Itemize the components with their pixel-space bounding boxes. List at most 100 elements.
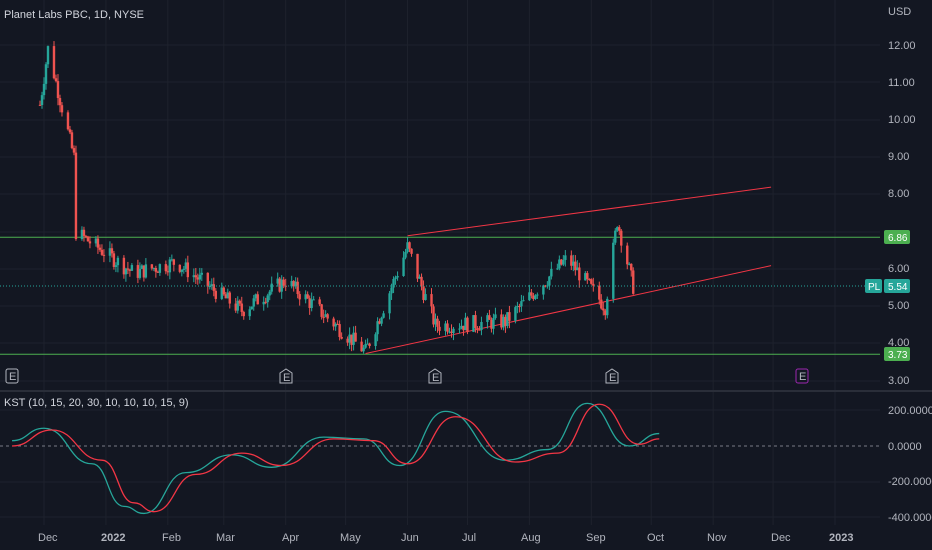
candle-body [70, 132, 74, 149]
candle-body [228, 292, 231, 304]
candle-body [282, 279, 285, 286]
level-badge-lower: 3.73 [884, 347, 910, 361]
level-badge-text: 6.86 [888, 233, 908, 244]
candle-body [234, 303, 237, 311]
earnings-marker[interactable]: E [279, 368, 293, 384]
candle-body [558, 259, 561, 269]
price-tick: 11.00 [888, 77, 915, 89]
candle-body [354, 332, 357, 342]
candle-body [86, 236, 90, 242]
candle-body [98, 247, 102, 250]
price-tick: 4.00 [888, 337, 909, 349]
candle-body [108, 248, 112, 256]
candle-body [336, 323, 339, 325]
candle-body [252, 298, 255, 307]
price-tick: 12.00 [888, 40, 916, 52]
candle-body [238, 300, 241, 304]
candle-body [396, 276, 399, 278]
candle-body [268, 291, 271, 296]
candle-body [156, 271, 160, 273]
earnings-marker[interactable]: E [5, 368, 19, 384]
candle-body [548, 276, 551, 286]
candle-body [54, 78, 58, 82]
candle-body [532, 295, 535, 299]
candle-body [348, 334, 351, 343]
channel-trendlines [365, 186, 772, 355]
candle-body [612, 242, 615, 299]
time-tick: Aug [521, 532, 541, 544]
candle-body [112, 253, 116, 267]
candle-body [626, 245, 629, 265]
candle-body [422, 286, 425, 300]
candle-body [444, 323, 447, 331]
candle-body [424, 294, 427, 300]
candle-body [208, 286, 211, 288]
candle-body [628, 263, 631, 265]
candle-body [434, 318, 437, 325]
candle-body [102, 254, 106, 256]
candle-body [500, 314, 503, 328]
candle-body [154, 267, 158, 272]
candle-body [292, 281, 295, 287]
price-axis-currency: USD [888, 6, 911, 18]
candle-body [72, 148, 76, 153]
candle-body [326, 314, 329, 319]
candle-body [290, 281, 293, 287]
candle-body [96, 238, 100, 248]
candle-body [534, 295, 537, 299]
price-axis[interactable]: USD 12.00 11.00 10.00 9.00 8.00 6.00 5.0… [888, 6, 916, 387]
candle-body [198, 274, 202, 280]
candle-body [114, 265, 118, 267]
candle-body [88, 241, 92, 244]
time-axis[interactable]: Dec 2022 Feb Mar Apr May Jun Jul Aug Sep… [38, 532, 853, 544]
time-tick: 2022 [101, 532, 125, 544]
candle-body [80, 229, 84, 240]
candle-body [46, 46, 50, 65]
earnings-marker[interactable]: E [605, 368, 619, 384]
candle-body [376, 321, 379, 335]
candle-body [480, 321, 483, 331]
candle-body [486, 315, 489, 322]
last-price-text: 5.54 [888, 282, 908, 293]
candle-body [380, 317, 383, 324]
candle-body [592, 283, 595, 286]
trendline[interactable] [407, 186, 772, 237]
candle-body [602, 308, 605, 311]
candle-body [360, 341, 363, 352]
earnings-marker-upcoming[interactable]: E [795, 368, 809, 384]
candle-body [404, 252, 407, 258]
earnings-marker-label: E [283, 372, 290, 384]
earnings-marker[interactable]: E [428, 368, 442, 384]
candle-body [600, 299, 603, 309]
last-price-badge: PL 5.54 [865, 279, 910, 293]
candle-body [346, 338, 349, 343]
indicator-axis[interactable]: 200.0000 0.0000 -200.0000 -400.0000 [888, 405, 932, 524]
price-tick: 10.00 [888, 114, 916, 126]
time-tick: Jul [462, 532, 476, 544]
candle-body [318, 299, 321, 305]
candle-body [306, 294, 309, 299]
candle-body [122, 257, 126, 275]
candle-body [130, 265, 134, 271]
candle-body [332, 318, 335, 327]
candle-body [110, 248, 114, 254]
kst-series [12, 402, 660, 515]
candle-body [74, 152, 78, 240]
candle-body [556, 268, 559, 270]
candle-body [186, 262, 190, 278]
candle-body [222, 287, 225, 295]
candle-body [136, 265, 140, 278]
trendline[interactable] [365, 265, 772, 355]
candle-body [598, 285, 601, 300]
candle-body [520, 301, 523, 307]
candle-body [94, 238, 98, 244]
candle-body [250, 306, 253, 310]
candle-body [334, 323, 337, 327]
indicator-label[interactable]: KST (10, 15, 20, 30, 10, 10, 10, 15, 9) [4, 397, 188, 409]
candle-body [124, 268, 128, 275]
time-tick: Dec [38, 532, 58, 544]
candle-body [340, 336, 343, 339]
candle-body [476, 327, 479, 330]
